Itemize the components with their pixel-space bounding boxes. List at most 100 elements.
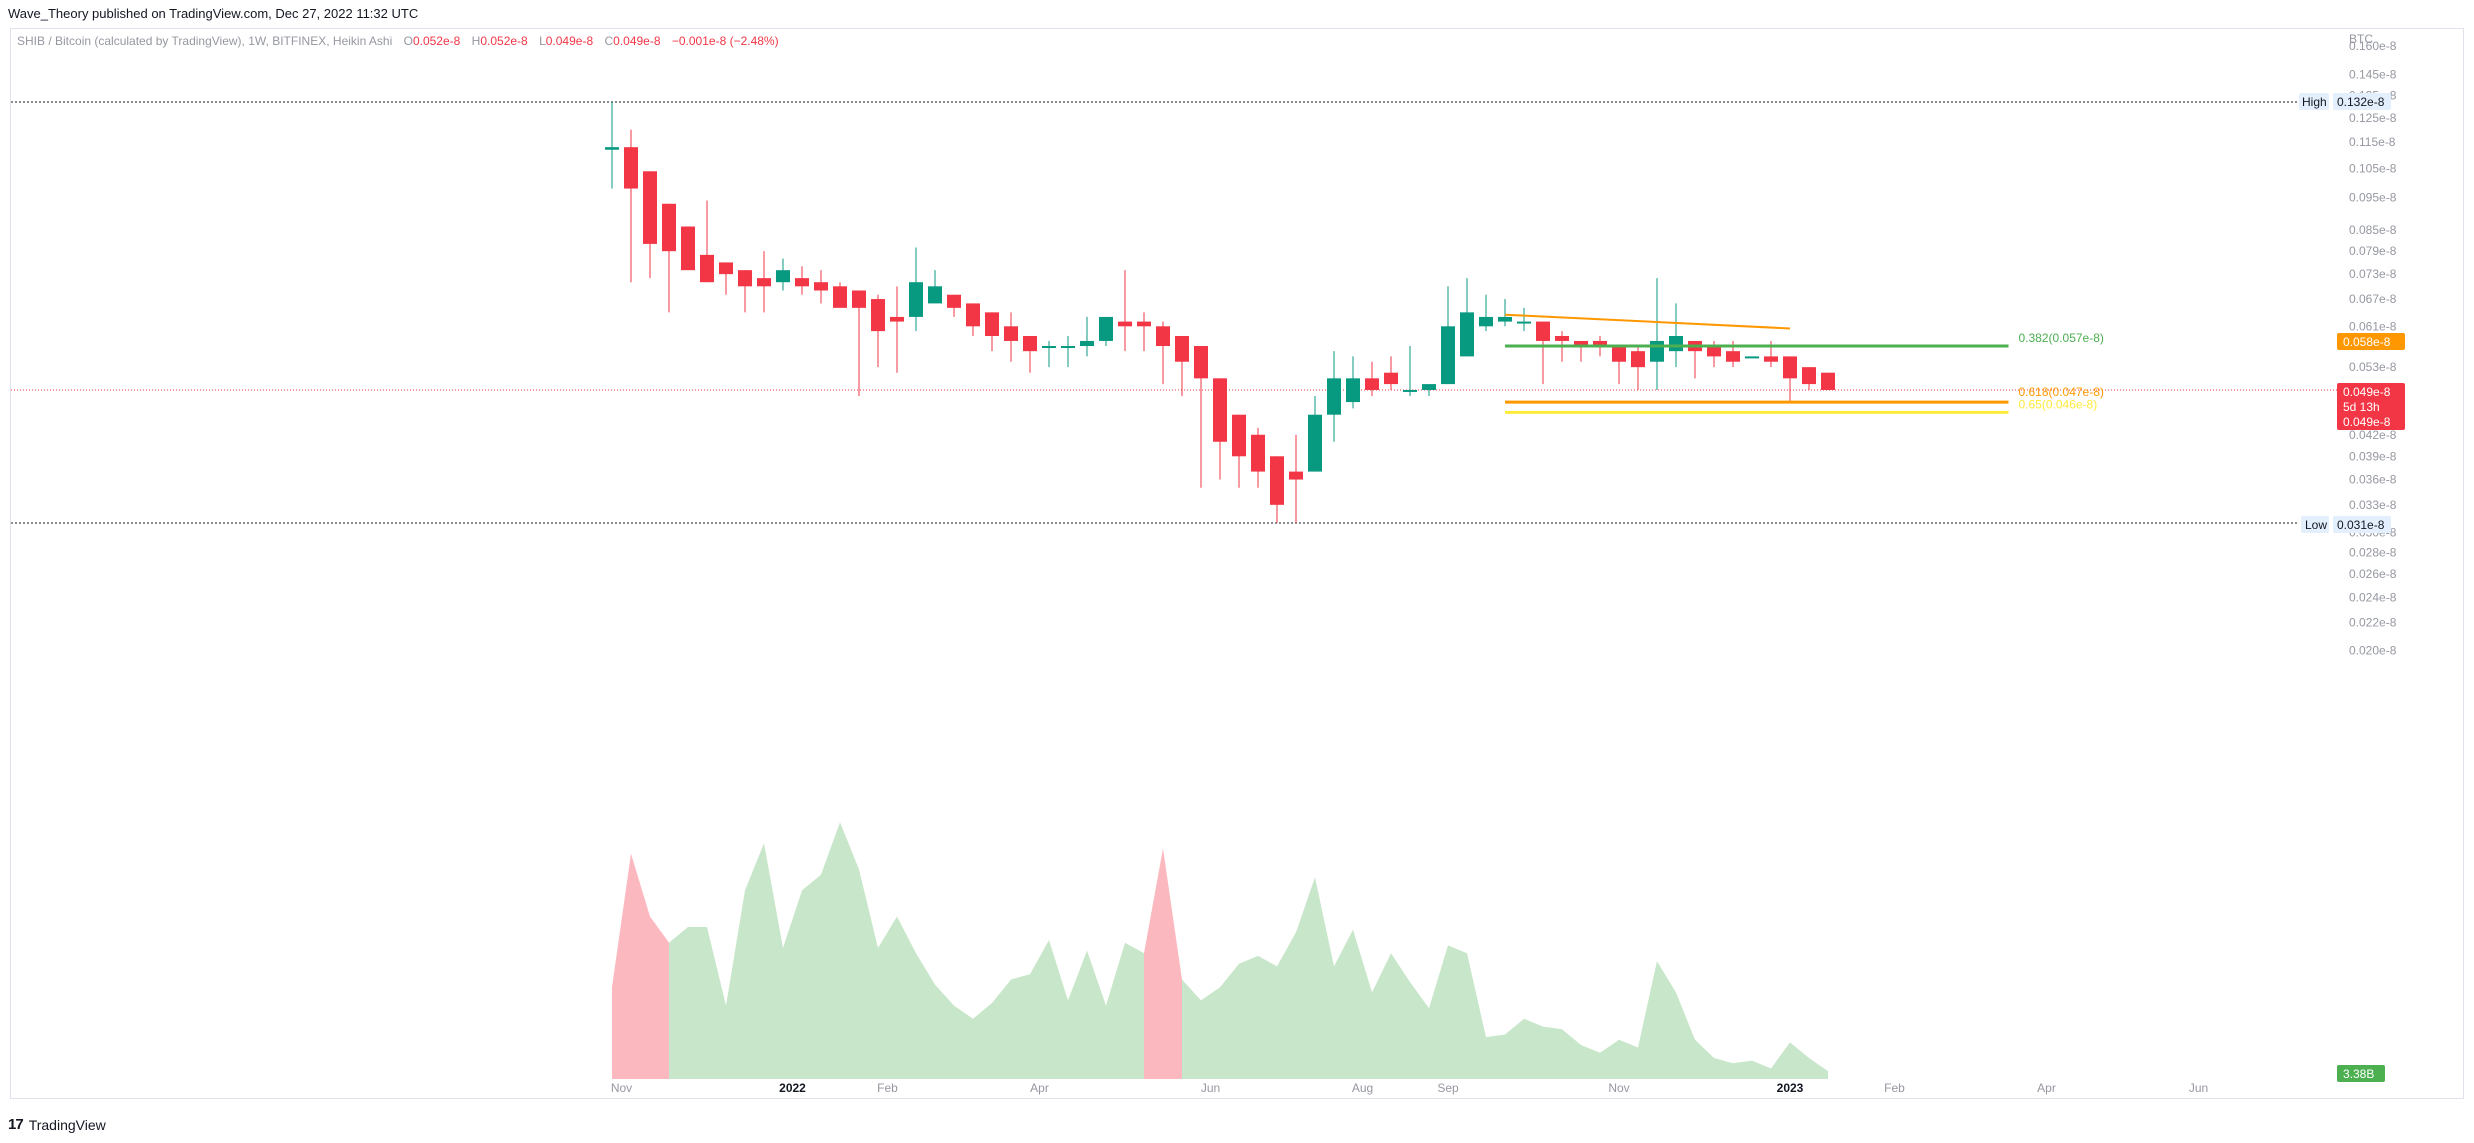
x-tick-label: Sep [1437, 1081, 1459, 1095]
candle [1270, 456, 1284, 523]
candle-body [1251, 434, 1265, 472]
y-tick-label: 0.105e-8 [2349, 161, 2397, 175]
legend-change: −0.001e-8 (−2.48%) [672, 34, 779, 48]
candle [719, 262, 733, 295]
candle-body [1460, 312, 1474, 357]
price-axis: BTC 0.160e-80.145e-80.135e-80.125e-80.11… [2349, 32, 2397, 657]
candle [1251, 427, 1265, 488]
candle-body [1156, 326, 1170, 347]
y-tick-label: 0.033e-8 [2349, 498, 2397, 512]
candle [1384, 356, 1398, 390]
candle [1460, 278, 1474, 357]
candle-body [1745, 356, 1759, 359]
candle-body [1612, 346, 1626, 362]
candle-body [1536, 321, 1550, 341]
candle [1802, 367, 1816, 390]
footer-brand[interactable]: TradingView [28, 1116, 106, 1133]
candle [1042, 340, 1056, 368]
high-label-bg [2299, 93, 2329, 110]
candle-body [1365, 378, 1379, 390]
y-tick-label: 0.073e-8 [2349, 267, 2397, 281]
candle [643, 171, 657, 279]
candle-body [757, 278, 771, 287]
candle-body [1118, 321, 1132, 327]
legend-line: SHIB / Bitcoin (calculated by TradingVie… [17, 34, 779, 48]
candle [1004, 312, 1018, 362]
candle-body [662, 203, 676, 252]
high-label: High [2302, 95, 2327, 109]
x-tick-label: 2022 [779, 1081, 806, 1095]
candle [1574, 340, 1588, 362]
legend-l-value: 0.049e-8 [546, 34, 594, 48]
candle-body [1403, 389, 1417, 392]
candle [1441, 286, 1455, 385]
currency-label: BTC [2349, 32, 2373, 46]
x-tick-label: Aug [1352, 1081, 1373, 1095]
y-tick-label: 0.039e-8 [2349, 449, 2397, 463]
low-value: 0.031e-8 [2337, 518, 2385, 532]
x-tick-label: Feb [1884, 1081, 1905, 1095]
candle-body [1213, 378, 1227, 442]
candle [1023, 335, 1037, 373]
y-tick-label: 0.042e-8 [2349, 428, 2397, 442]
candle [795, 266, 809, 295]
candle-body [1023, 335, 1037, 352]
candle-body [643, 171, 657, 244]
candle-body [1593, 340, 1607, 347]
candle [1745, 356, 1759, 359]
candle [1498, 299, 1512, 327]
publish-caption: Wave_Theory published on TradingView.com… [8, 6, 419, 21]
legend-l-label: L [539, 34, 546, 48]
volume-area-group [612, 822, 1828, 1079]
x-tick-label: Jun [2189, 1081, 2208, 1095]
bar-countdown: 5d 13h [2343, 400, 2380, 414]
candle [757, 251, 771, 313]
fib-price-tag: 0.058e-8 [2343, 335, 2391, 349]
candle [966, 303, 980, 336]
candle [928, 270, 942, 304]
candle-body [1821, 372, 1835, 390]
candle-body [776, 270, 790, 283]
x-tick-label: Feb [877, 1081, 898, 1095]
candle [1327, 351, 1341, 442]
candle [1156, 321, 1170, 385]
candle-body [985, 312, 999, 336]
candle-body [1061, 346, 1075, 349]
reference-lines [11, 101, 2337, 524]
candle-body [852, 290, 866, 308]
high-value: 0.132e-8 [2337, 95, 2385, 109]
y-tick-label: 0.053e-8 [2349, 360, 2397, 374]
candle [1821, 372, 1835, 390]
candle [1232, 414, 1246, 488]
y-tick-label: 0.022e-8 [2349, 616, 2397, 630]
tradingview-logo-icon[interactable]: 17 [8, 1116, 24, 1133]
time-axis: Nov 2022 Feb Apr Jun Aug Sep Nov 2023 Feb Apr Jun [611, 1081, 2208, 1095]
candle [871, 294, 885, 368]
candle-body [1783, 356, 1797, 379]
volume-area-up [669, 822, 1144, 1079]
candlestick-chart[interactable]: 0.382(0.057e-8) 0.618(0.047e-8)0.65(0.046… [11, 29, 2463, 1098]
y-tick-label: 0.145e-8 [2349, 68, 2397, 82]
y-tick-label: 0.085e-8 [2349, 223, 2397, 237]
fib-level-label: 0.65(0.046e-8) [2019, 397, 2098, 411]
y-tick-label: 0.036e-8 [2349, 473, 2397, 487]
legend-h-label: H [472, 34, 481, 48]
candle [1308, 395, 1322, 472]
candle-body [966, 303, 980, 327]
x-tick-label: Nov [1608, 1081, 1629, 1095]
candle [1403, 346, 1417, 396]
candle-body [1080, 340, 1094, 347]
low-label-bg [2301, 516, 2329, 533]
candle-body [1384, 372, 1398, 385]
footer: 17 TradingView [8, 1116, 106, 1133]
candle [1536, 321, 1550, 385]
candle [1631, 346, 1645, 390]
y-tick-label: 0.115e-8 [2349, 135, 2396, 149]
y-tick-label: 0.160e-8 [2349, 39, 2397, 53]
low-value-bg [2333, 516, 2391, 533]
candle-body [1099, 316, 1113, 341]
candle-body [1707, 346, 1721, 357]
y-tick-label: 0.095e-8 [2349, 191, 2397, 205]
legend-o-label: O [404, 34, 413, 48]
candle-body [1042, 346, 1056, 349]
